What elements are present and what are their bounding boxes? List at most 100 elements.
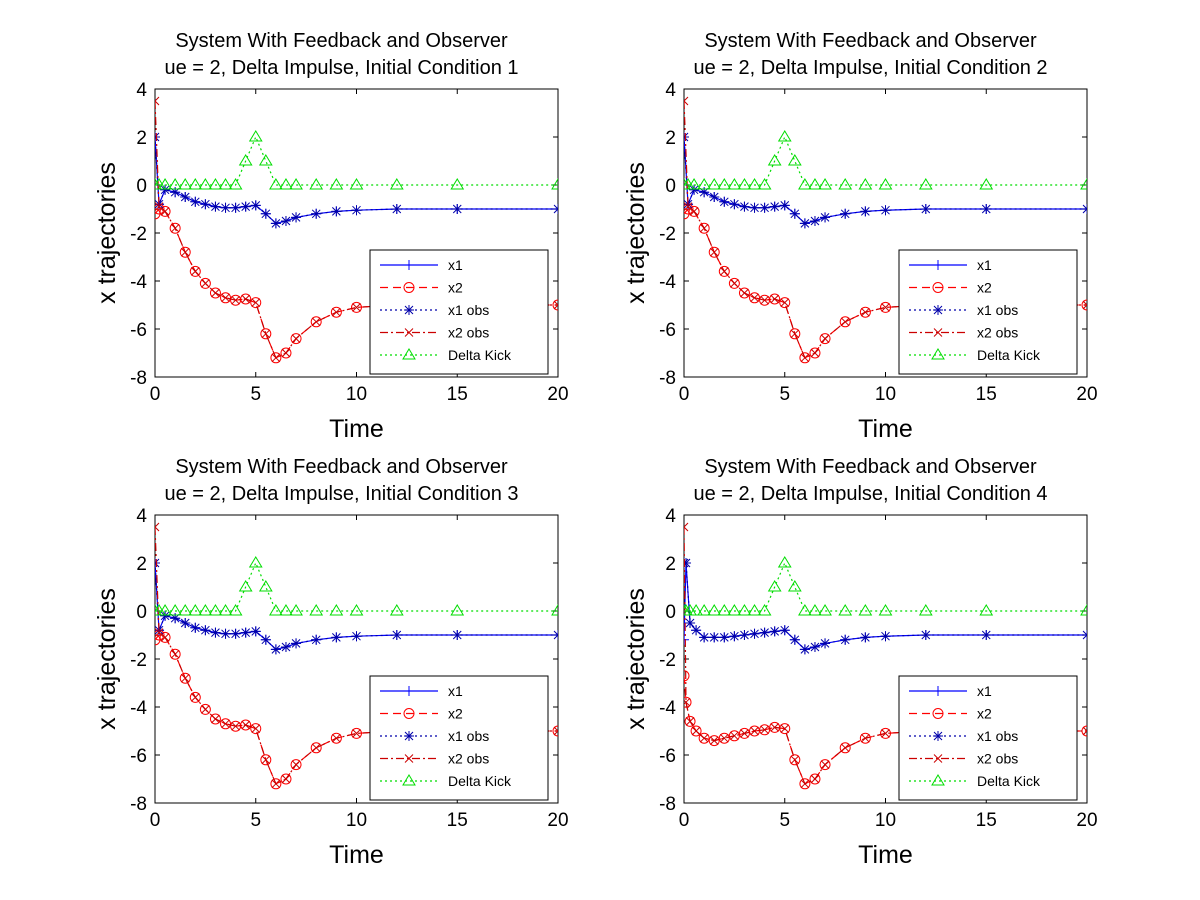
data-point (730, 279, 739, 288)
data-point (737, 178, 752, 190)
data-point (188, 604, 203, 616)
data-point (684, 522, 689, 532)
data-point (551, 604, 558, 616)
data-point (331, 733, 341, 743)
data-point (739, 630, 750, 640)
legend-label: x2 obs (448, 325, 489, 341)
data-point (310, 742, 322, 754)
data-point (860, 632, 871, 643)
data-point (699, 632, 710, 643)
data-point (170, 187, 181, 198)
data-point (740, 288, 749, 298)
data-point (180, 192, 191, 202)
data-point (238, 580, 253, 592)
legend-label: x1 obs (977, 302, 1018, 318)
legend-label: x1 (448, 257, 463, 273)
y-tick-label: -2 (130, 650, 147, 671)
data-point (180, 618, 191, 628)
legend-marker (933, 754, 943, 763)
data-point (289, 604, 303, 616)
data-point (351, 631, 362, 642)
data-point (737, 604, 752, 616)
data-point (859, 732, 871, 744)
data-point (220, 628, 231, 639)
data-point (838, 178, 853, 190)
data-point (881, 729, 890, 738)
data-point (809, 773, 821, 785)
data-point (280, 773, 292, 785)
data-point (750, 726, 759, 736)
data-point (310, 316, 322, 328)
data-point (808, 178, 822, 190)
legend-marker (933, 328, 943, 337)
x-tick-label: 5 (250, 384, 261, 405)
data-point (820, 212, 831, 223)
data-point (684, 202, 693, 211)
data-point (158, 604, 172, 616)
data-point (1081, 299, 1087, 311)
data-point (860, 307, 870, 317)
data-point (981, 630, 992, 640)
data-point (552, 299, 558, 311)
data-point (279, 178, 293, 190)
data-point (840, 634, 851, 645)
legend-marker (404, 328, 414, 337)
data-point (248, 130, 263, 142)
data-point (740, 729, 749, 738)
data-point (552, 725, 558, 737)
legend-box (369, 675, 549, 801)
data-point (684, 697, 691, 707)
data-point (290, 333, 302, 345)
data-point (777, 556, 792, 568)
data-point (251, 724, 261, 733)
y-tick-label: -4 (130, 698, 147, 719)
data-point (708, 735, 720, 747)
x-tick-label: 15 (976, 384, 997, 405)
legend-marker (402, 348, 416, 360)
x-tick-label: 0 (150, 810, 161, 831)
legend-label: x2 (977, 706, 992, 722)
data-point (210, 627, 221, 638)
data-point (330, 732, 342, 744)
x-tick-label: 20 (1076, 810, 1097, 831)
chart-title: System With Feedback and Observer (704, 456, 1037, 478)
data-point (351, 205, 362, 216)
data-point (789, 754, 801, 766)
data-point (210, 201, 221, 212)
data-point (260, 634, 271, 645)
data-point (553, 630, 558, 640)
x-tick-label: 0 (150, 384, 161, 405)
data-point (291, 638, 302, 649)
legend-marker (933, 305, 943, 315)
data-point (739, 201, 750, 212)
data-point (808, 604, 822, 616)
legend-marker (932, 708, 944, 719)
data-point (689, 207, 699, 216)
legend-label: Delta Kick (977, 347, 1041, 363)
data-point (860, 206, 871, 217)
data-point (880, 301, 891, 313)
data-point (759, 627, 770, 638)
data-point (759, 202, 770, 213)
data-point (330, 306, 342, 318)
y-tick-label: -2 (659, 650, 676, 671)
data-point (780, 724, 790, 733)
data-point (170, 613, 181, 624)
legend-marker (404, 686, 414, 696)
data-point (881, 303, 890, 312)
data-point (747, 604, 762, 616)
series-line-x1-obs (684, 136, 1087, 225)
chart-title: System With Feedback and Observer (175, 30, 508, 52)
data-point (729, 631, 740, 642)
x-tick-label: 10 (346, 384, 367, 405)
data-point (201, 705, 210, 714)
data-point (208, 178, 223, 190)
y-tick-label: 4 (136, 506, 147, 527)
legend: x1 x2 x1 obs x2 obs Delta Kick (369, 675, 549, 801)
data-point (819, 333, 831, 345)
legend-marker (403, 708, 415, 719)
x-axis-label: Time (858, 841, 913, 869)
data-point (218, 178, 233, 190)
data-point (180, 673, 190, 683)
